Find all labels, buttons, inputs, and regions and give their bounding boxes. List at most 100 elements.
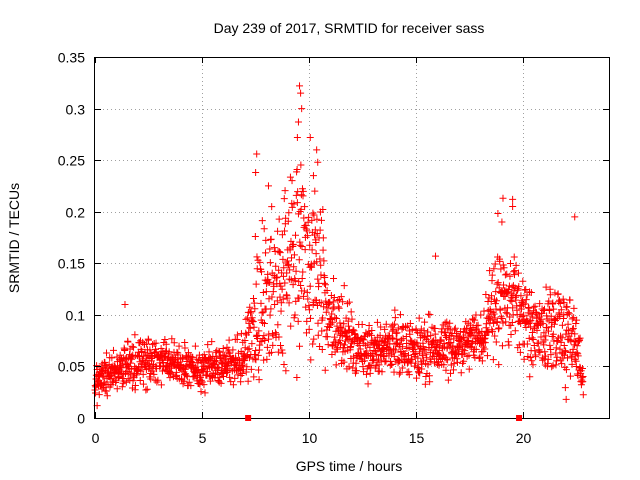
data-point xyxy=(181,344,189,352)
data-point xyxy=(293,373,301,381)
data-point xyxy=(456,328,464,336)
data-point xyxy=(467,331,475,339)
data-point xyxy=(362,370,370,378)
data-point xyxy=(205,348,213,356)
data-point xyxy=(373,351,381,359)
data-point xyxy=(298,243,306,251)
data-point xyxy=(258,268,266,276)
data-point xyxy=(311,187,319,195)
data-point xyxy=(450,360,458,368)
data-point xyxy=(303,288,311,296)
data-point xyxy=(279,272,287,280)
data-point xyxy=(245,345,253,353)
data-point xyxy=(559,295,567,303)
data-point xyxy=(408,326,416,334)
data-point xyxy=(322,308,330,316)
data-point xyxy=(291,311,299,319)
data-point xyxy=(373,318,381,326)
data-point xyxy=(296,241,304,249)
data-point xyxy=(578,374,586,382)
data-point xyxy=(147,375,155,383)
data-point xyxy=(329,298,337,306)
data-point xyxy=(267,235,275,243)
data-point xyxy=(492,288,500,296)
data-point xyxy=(526,373,534,381)
data-point xyxy=(362,329,370,337)
data-point xyxy=(480,307,488,315)
data-point xyxy=(526,318,534,326)
y-tick-label: 0.25 xyxy=(58,153,85,169)
data-point xyxy=(478,357,486,365)
data-point xyxy=(489,308,497,316)
data-point xyxy=(280,361,288,368)
data-point xyxy=(554,337,562,345)
data-point xyxy=(451,326,459,334)
data-point xyxy=(517,305,525,313)
data-point xyxy=(263,343,271,351)
data-point xyxy=(168,335,176,343)
data-point xyxy=(317,261,325,269)
data-point xyxy=(563,303,571,311)
data-point xyxy=(268,293,276,301)
data-point xyxy=(549,362,557,370)
data-point xyxy=(118,383,126,391)
data-point xyxy=(557,306,565,314)
data-point xyxy=(436,337,444,345)
data-point xyxy=(507,331,515,339)
y-tick-label: 0.05 xyxy=(58,359,85,375)
data-point xyxy=(394,324,402,332)
data-point xyxy=(486,267,494,275)
data-point xyxy=(154,376,162,384)
axis-ticks: 0 0.05 0.1 0.15 0.2 0.25 0.3 0.35 0 5 10 15 20 xyxy=(58,50,609,446)
data-point xyxy=(493,297,501,305)
data-point xyxy=(191,342,199,350)
data-point xyxy=(337,293,345,301)
data-point xyxy=(541,336,549,344)
data-point xyxy=(242,368,250,376)
data-point xyxy=(474,328,482,336)
data-point xyxy=(515,269,523,277)
data-point xyxy=(570,304,578,312)
data-point xyxy=(550,305,558,313)
data-point xyxy=(548,363,556,371)
data-point xyxy=(251,355,259,363)
data-point xyxy=(388,360,396,368)
data-point xyxy=(325,299,333,307)
data-point xyxy=(217,379,225,387)
data-point xyxy=(131,331,139,339)
data-point xyxy=(536,348,544,356)
data-point xyxy=(539,356,547,364)
data-point xyxy=(552,349,560,357)
data-point xyxy=(396,357,404,365)
data-point xyxy=(281,227,289,235)
data-point xyxy=(308,216,316,224)
data-point xyxy=(302,303,310,311)
data-point xyxy=(549,299,557,307)
data-point xyxy=(225,336,233,344)
data-point xyxy=(335,304,343,312)
data-point xyxy=(302,225,310,233)
data-point xyxy=(286,266,294,274)
data-point xyxy=(260,225,268,233)
data-point xyxy=(474,321,482,329)
data-point xyxy=(278,346,286,354)
data-point xyxy=(522,296,530,304)
data-point xyxy=(280,195,288,203)
data-point xyxy=(457,369,465,377)
data-point xyxy=(509,304,517,312)
data-point xyxy=(556,345,564,353)
data-point xyxy=(502,309,510,317)
data-point xyxy=(547,351,555,359)
data-point xyxy=(367,361,375,369)
data-point xyxy=(492,338,500,346)
data-point xyxy=(555,296,563,304)
data-point xyxy=(317,299,325,307)
data-point xyxy=(347,342,355,350)
data-point xyxy=(281,187,289,195)
data-point xyxy=(299,268,307,276)
data-point xyxy=(328,341,336,349)
data-point xyxy=(282,291,290,299)
data-point xyxy=(247,308,255,316)
data-point xyxy=(519,277,527,285)
data-point xyxy=(336,340,344,348)
